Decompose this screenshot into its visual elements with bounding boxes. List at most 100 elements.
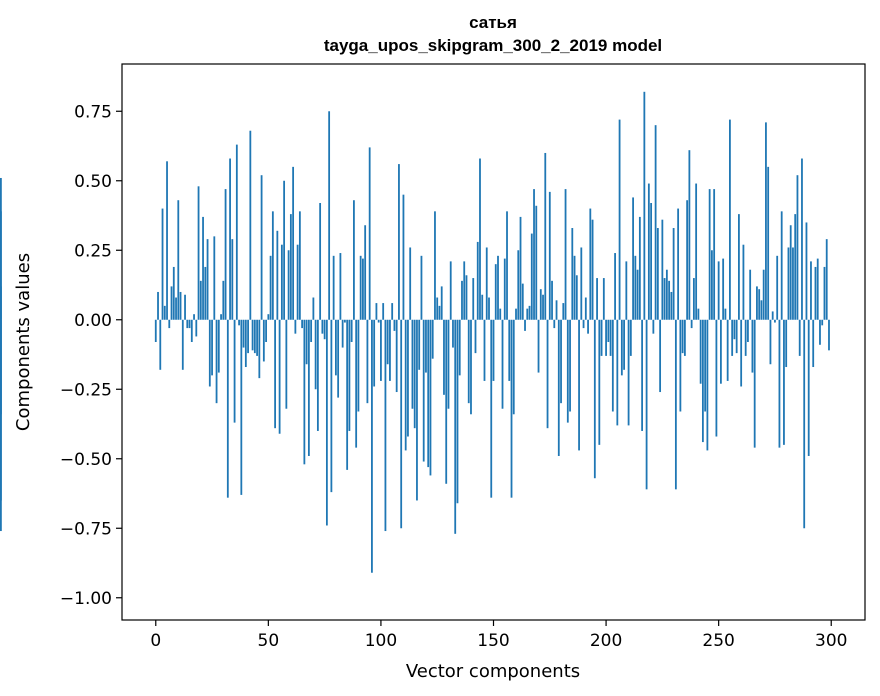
bar xyxy=(0,319,2,532)
bar xyxy=(521,283,524,320)
bar xyxy=(661,219,664,320)
bar xyxy=(179,291,182,320)
bar xyxy=(801,158,803,320)
bar xyxy=(348,319,351,431)
bar xyxy=(298,211,301,320)
bar xyxy=(620,319,623,376)
bar xyxy=(717,261,720,320)
bar xyxy=(526,308,529,320)
x-tick-label: 100 xyxy=(365,631,397,651)
bar xyxy=(602,278,605,320)
bar xyxy=(211,319,213,376)
bar xyxy=(659,319,662,393)
bar xyxy=(641,319,643,431)
x-axis-label: Vector components xyxy=(406,661,580,682)
bar xyxy=(409,247,412,320)
bar xyxy=(314,319,317,390)
bar xyxy=(794,214,797,320)
bar xyxy=(683,319,686,356)
bar xyxy=(244,319,247,368)
bar xyxy=(380,319,382,381)
y-tick-label: −1.00 xyxy=(60,589,112,609)
bar xyxy=(222,280,225,320)
y-tick-label: 0.00 xyxy=(74,311,112,331)
bar xyxy=(400,319,403,529)
bar xyxy=(674,319,677,490)
bar xyxy=(823,266,826,320)
bar xyxy=(285,319,288,409)
bar xyxy=(776,255,779,320)
bar xyxy=(546,319,549,429)
bar xyxy=(706,319,709,451)
bar xyxy=(701,319,704,443)
bar xyxy=(404,319,407,451)
bar xyxy=(810,261,812,320)
bar xyxy=(276,230,279,320)
bar xyxy=(695,183,698,320)
chart-title: сатья xyxy=(469,13,517,32)
bar xyxy=(605,319,607,356)
bar xyxy=(771,311,774,320)
bar xyxy=(407,319,409,437)
bar xyxy=(596,278,598,320)
x-axis-ticks: 0 50 100 150 200 250 300 xyxy=(150,620,847,651)
bar xyxy=(323,319,326,340)
bar xyxy=(530,233,533,320)
bar xyxy=(458,319,461,376)
bar xyxy=(636,269,639,320)
bar xyxy=(645,319,648,490)
bar xyxy=(391,303,394,320)
bar xyxy=(681,319,684,354)
bar xyxy=(515,308,517,320)
bar xyxy=(591,219,594,320)
bar xyxy=(362,258,364,320)
bar xyxy=(618,119,621,320)
bar xyxy=(161,208,164,320)
bar xyxy=(332,255,335,320)
bar xyxy=(753,319,756,448)
bar xyxy=(627,319,630,426)
bar xyxy=(756,286,758,320)
bar xyxy=(578,319,580,451)
bar xyxy=(553,319,556,329)
bar xyxy=(283,180,286,320)
bar xyxy=(166,161,168,320)
y-tick-label: 0.50 xyxy=(74,172,112,192)
bar xyxy=(735,319,738,354)
bar xyxy=(560,319,562,404)
bar xyxy=(733,319,736,340)
bar xyxy=(305,319,308,365)
bar xyxy=(438,305,441,320)
y-tick-label: −0.50 xyxy=(60,450,112,470)
bar xyxy=(593,319,596,479)
bar xyxy=(461,280,463,320)
bar xyxy=(542,294,544,320)
bar xyxy=(334,319,337,376)
bar xyxy=(202,216,204,320)
y-axis-label: Components values xyxy=(13,253,34,431)
bar xyxy=(186,319,189,329)
bar xyxy=(420,255,423,320)
bar xyxy=(774,319,776,323)
bar xyxy=(785,319,788,368)
bar xyxy=(611,319,614,412)
bar xyxy=(319,203,322,320)
bar xyxy=(416,319,418,501)
bar xyxy=(328,111,331,320)
bar xyxy=(368,147,371,320)
bar xyxy=(792,247,794,320)
bar xyxy=(274,319,276,429)
bar xyxy=(580,247,583,320)
bar xyxy=(181,319,184,370)
bar xyxy=(375,303,378,320)
bar xyxy=(587,319,589,334)
bar xyxy=(364,225,367,320)
bar xyxy=(679,319,682,412)
bar xyxy=(819,319,821,345)
bar xyxy=(634,255,637,320)
bar xyxy=(600,319,603,356)
bar xyxy=(814,266,817,320)
bar xyxy=(175,297,177,320)
bar xyxy=(467,319,470,404)
